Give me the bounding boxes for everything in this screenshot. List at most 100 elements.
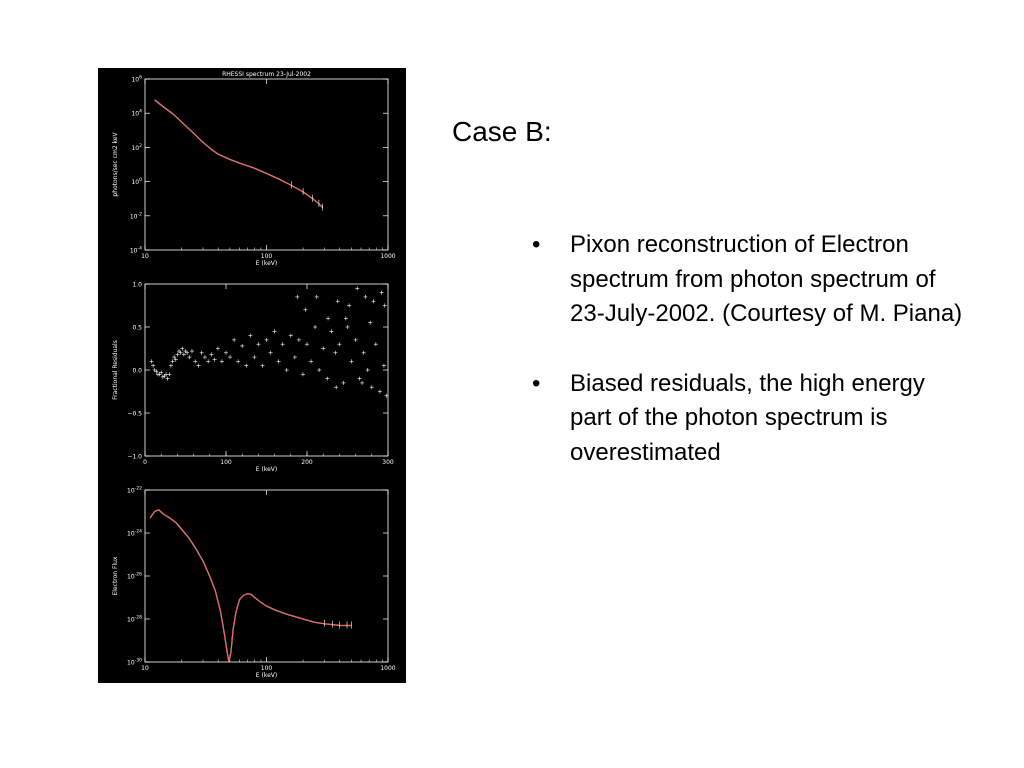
data-point xyxy=(196,363,201,368)
chart-2: 0 100 200 300 E (keV) 1.0 0.5 0.0 −0.5 −1.0 Fracti… xyxy=(112,282,394,474)
data-point xyxy=(209,352,214,357)
plot-frame xyxy=(144,78,389,251)
x-tick-label: 200 xyxy=(301,459,313,466)
data-point xyxy=(382,303,387,308)
data-point xyxy=(180,346,185,351)
fit-line xyxy=(149,509,352,663)
y-tick-label: 104 xyxy=(131,109,142,118)
bullet-symbol: • xyxy=(532,369,541,397)
bullet-list: • Pixon reconstruction of Electron spect… xyxy=(532,228,972,505)
x-tick-label: 1000 xyxy=(380,665,395,672)
data-point xyxy=(347,303,352,308)
bullet-text-2: Biased residuals, the high energy part o… xyxy=(570,369,925,466)
data-point xyxy=(151,363,156,368)
data-point xyxy=(309,359,314,364)
data-point xyxy=(365,368,370,372)
data-point xyxy=(232,337,237,342)
data-point xyxy=(172,355,177,360)
data-point xyxy=(369,385,374,390)
data-point xyxy=(228,355,233,360)
data-point xyxy=(185,350,190,355)
data-point xyxy=(240,343,245,348)
data-point xyxy=(159,370,164,375)
data-point xyxy=(292,355,297,360)
data-point xyxy=(353,337,358,342)
data-point xyxy=(187,355,192,360)
y-tick-label: −1.0 xyxy=(127,454,142,461)
data-point xyxy=(360,380,365,385)
data-point xyxy=(314,294,319,299)
data-point xyxy=(341,380,346,385)
data-point xyxy=(276,359,281,364)
data-point xyxy=(379,290,384,295)
data-point xyxy=(377,389,382,394)
y-tick-label: −0.5 xyxy=(127,411,142,418)
chart-title: RHESSI spectrum 23-Jul-2002 xyxy=(222,71,311,78)
x-tick-label: 100 xyxy=(220,459,232,466)
y-tick-label: 0.5 xyxy=(132,325,142,332)
x-tick-label: 0 xyxy=(143,459,147,466)
data-point xyxy=(212,357,217,362)
data-point xyxy=(371,299,376,304)
data-point xyxy=(178,350,183,355)
y-tick-label: 10-4 xyxy=(130,246,142,255)
chart-3: 10 100 1000 E (keV) 10-22 10-24 10-26 10-28 10-3… xyxy=(112,486,396,680)
chart-1: RHESSI spectrum 23-Jul-2002 10 100 1000 E (k… xyxy=(112,71,396,267)
data-point xyxy=(288,333,293,338)
data-point xyxy=(168,363,173,368)
x-axis-label: E (keV) xyxy=(256,260,277,267)
data-point xyxy=(337,342,342,347)
plot-frame xyxy=(144,283,389,457)
data-point xyxy=(236,359,241,364)
data-point xyxy=(313,325,318,329)
y-tick-label: 102 xyxy=(131,143,142,152)
data-point xyxy=(165,376,170,381)
data-point xyxy=(381,363,386,368)
bullet-symbol: • xyxy=(532,231,541,258)
data-point xyxy=(384,393,389,398)
data-point xyxy=(326,316,331,321)
data-line xyxy=(154,99,324,209)
data-point xyxy=(215,346,220,351)
data-point xyxy=(357,376,362,381)
data-point xyxy=(317,368,322,372)
data-point xyxy=(295,294,300,299)
x-tick-label: 1000 xyxy=(380,253,395,260)
data-point xyxy=(363,294,368,299)
data-point xyxy=(149,359,154,364)
bullet-text-1: Pixon reconstruction of Electron spectru… xyxy=(570,231,963,327)
y-tick-label: 10-2 xyxy=(130,211,142,220)
y-tick-label: 10-22 xyxy=(127,486,142,495)
data-point xyxy=(252,355,257,360)
data-point xyxy=(199,350,204,355)
figure-panel: RHESSI spectrum 23-Jul-2002 10 100 1000 E (k… xyxy=(98,68,406,683)
data-point xyxy=(154,369,159,374)
data-point xyxy=(173,357,178,362)
x-tick-label: 100 xyxy=(261,665,273,672)
data-point xyxy=(345,325,350,329)
data-point xyxy=(206,359,211,364)
data-point xyxy=(355,286,360,291)
data-line xyxy=(149,509,352,663)
fit-line xyxy=(154,99,323,208)
data-point xyxy=(272,329,277,334)
y-axis-label: photons/sec cm2 keV xyxy=(112,132,119,197)
data-point xyxy=(303,307,308,312)
data-point xyxy=(335,299,340,304)
y-axis-label: Fractional Residuals xyxy=(112,340,119,400)
y-tick-label: 0.0 xyxy=(132,368,142,375)
data-point xyxy=(256,342,261,347)
data-point xyxy=(284,368,289,372)
data-point xyxy=(244,363,249,368)
data-point xyxy=(193,359,198,364)
data-point xyxy=(219,359,224,364)
y-tick-label: 106 xyxy=(131,75,142,84)
data-point xyxy=(296,337,301,342)
data-point xyxy=(321,346,326,351)
data-point xyxy=(333,350,338,355)
data-point xyxy=(305,342,309,347)
y-axis-label: Electron Flux xyxy=(112,556,119,595)
data-point xyxy=(361,350,366,355)
data-point xyxy=(264,337,269,342)
